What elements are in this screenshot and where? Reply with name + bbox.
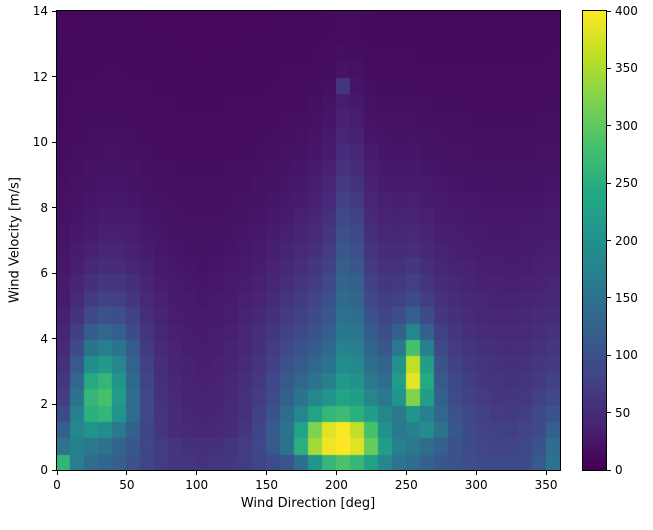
colorbar-tick-label: 400: [615, 4, 638, 18]
y-tick-label: 12: [32, 69, 48, 84]
x-tick-label: 100: [185, 478, 209, 492]
tick-mark: [266, 471, 268, 475]
colorbar-tick-label: 150: [615, 290, 638, 305]
y-tick-label: 14: [32, 4, 48, 18]
y-tick-label: 8: [40, 200, 48, 215]
tick-mark: [607, 469, 611, 471]
tick-mark: [405, 471, 407, 475]
colorbar-tick-label: 350: [615, 61, 638, 76]
tick-mark: [607, 67, 611, 69]
colorbar-gradient: [583, 11, 606, 470]
tick-mark: [196, 471, 198, 475]
colorbar-tick-label: 200: [615, 233, 638, 248]
tick-mark: [607, 354, 611, 356]
tick-mark: [607, 10, 611, 12]
y-axis-label: Wind Velocity [m/s]: [7, 177, 23, 303]
x-tick-label: 300: [464, 478, 488, 492]
x-axis-label: Wind Direction [deg]: [240, 496, 376, 511]
colorbar-tick-label: 0: [615, 463, 623, 477]
tick-mark: [607, 125, 611, 127]
tick-mark: [52, 469, 56, 471]
x-tick-label: 50: [119, 478, 135, 492]
tick-mark: [335, 471, 337, 475]
y-tick-label: 6: [40, 266, 48, 281]
tick-mark: [52, 76, 56, 78]
tick-mark: [52, 338, 56, 340]
y-tick-label: 4: [40, 331, 48, 346]
y-tick-label: 0: [40, 463, 48, 477]
tick-mark: [607, 182, 611, 184]
tick-mark: [607, 412, 611, 414]
heatmap-canvas: [57, 11, 560, 470]
x-tick-label: 250: [394, 478, 418, 492]
colorbar-tick-label: 50: [615, 405, 631, 420]
tick-mark: [52, 207, 56, 209]
x-tick-label: 200: [324, 478, 348, 492]
tick-mark: [126, 471, 128, 475]
tick-mark: [52, 10, 56, 12]
x-tick-label: 150: [255, 478, 279, 492]
tick-mark: [607, 240, 611, 241]
tick-mark: [607, 297, 611, 299]
colorbar-tick-label: 250: [615, 176, 638, 191]
x-tick-label: 0: [53, 478, 61, 492]
tick-mark: [475, 471, 477, 475]
tick-mark: [52, 272, 56, 274]
tick-mark: [545, 471, 547, 475]
tick-mark: [56, 471, 58, 475]
tick-mark: [52, 403, 56, 405]
tick-mark: [52, 141, 56, 143]
x-tick-label: 350: [534, 478, 558, 492]
colorbar-tick-label: 100: [615, 348, 638, 363]
colorbar-tick-label: 300: [615, 118, 638, 133]
y-tick-label: 10: [32, 135, 48, 150]
y-tick-label: 2: [40, 397, 48, 412]
